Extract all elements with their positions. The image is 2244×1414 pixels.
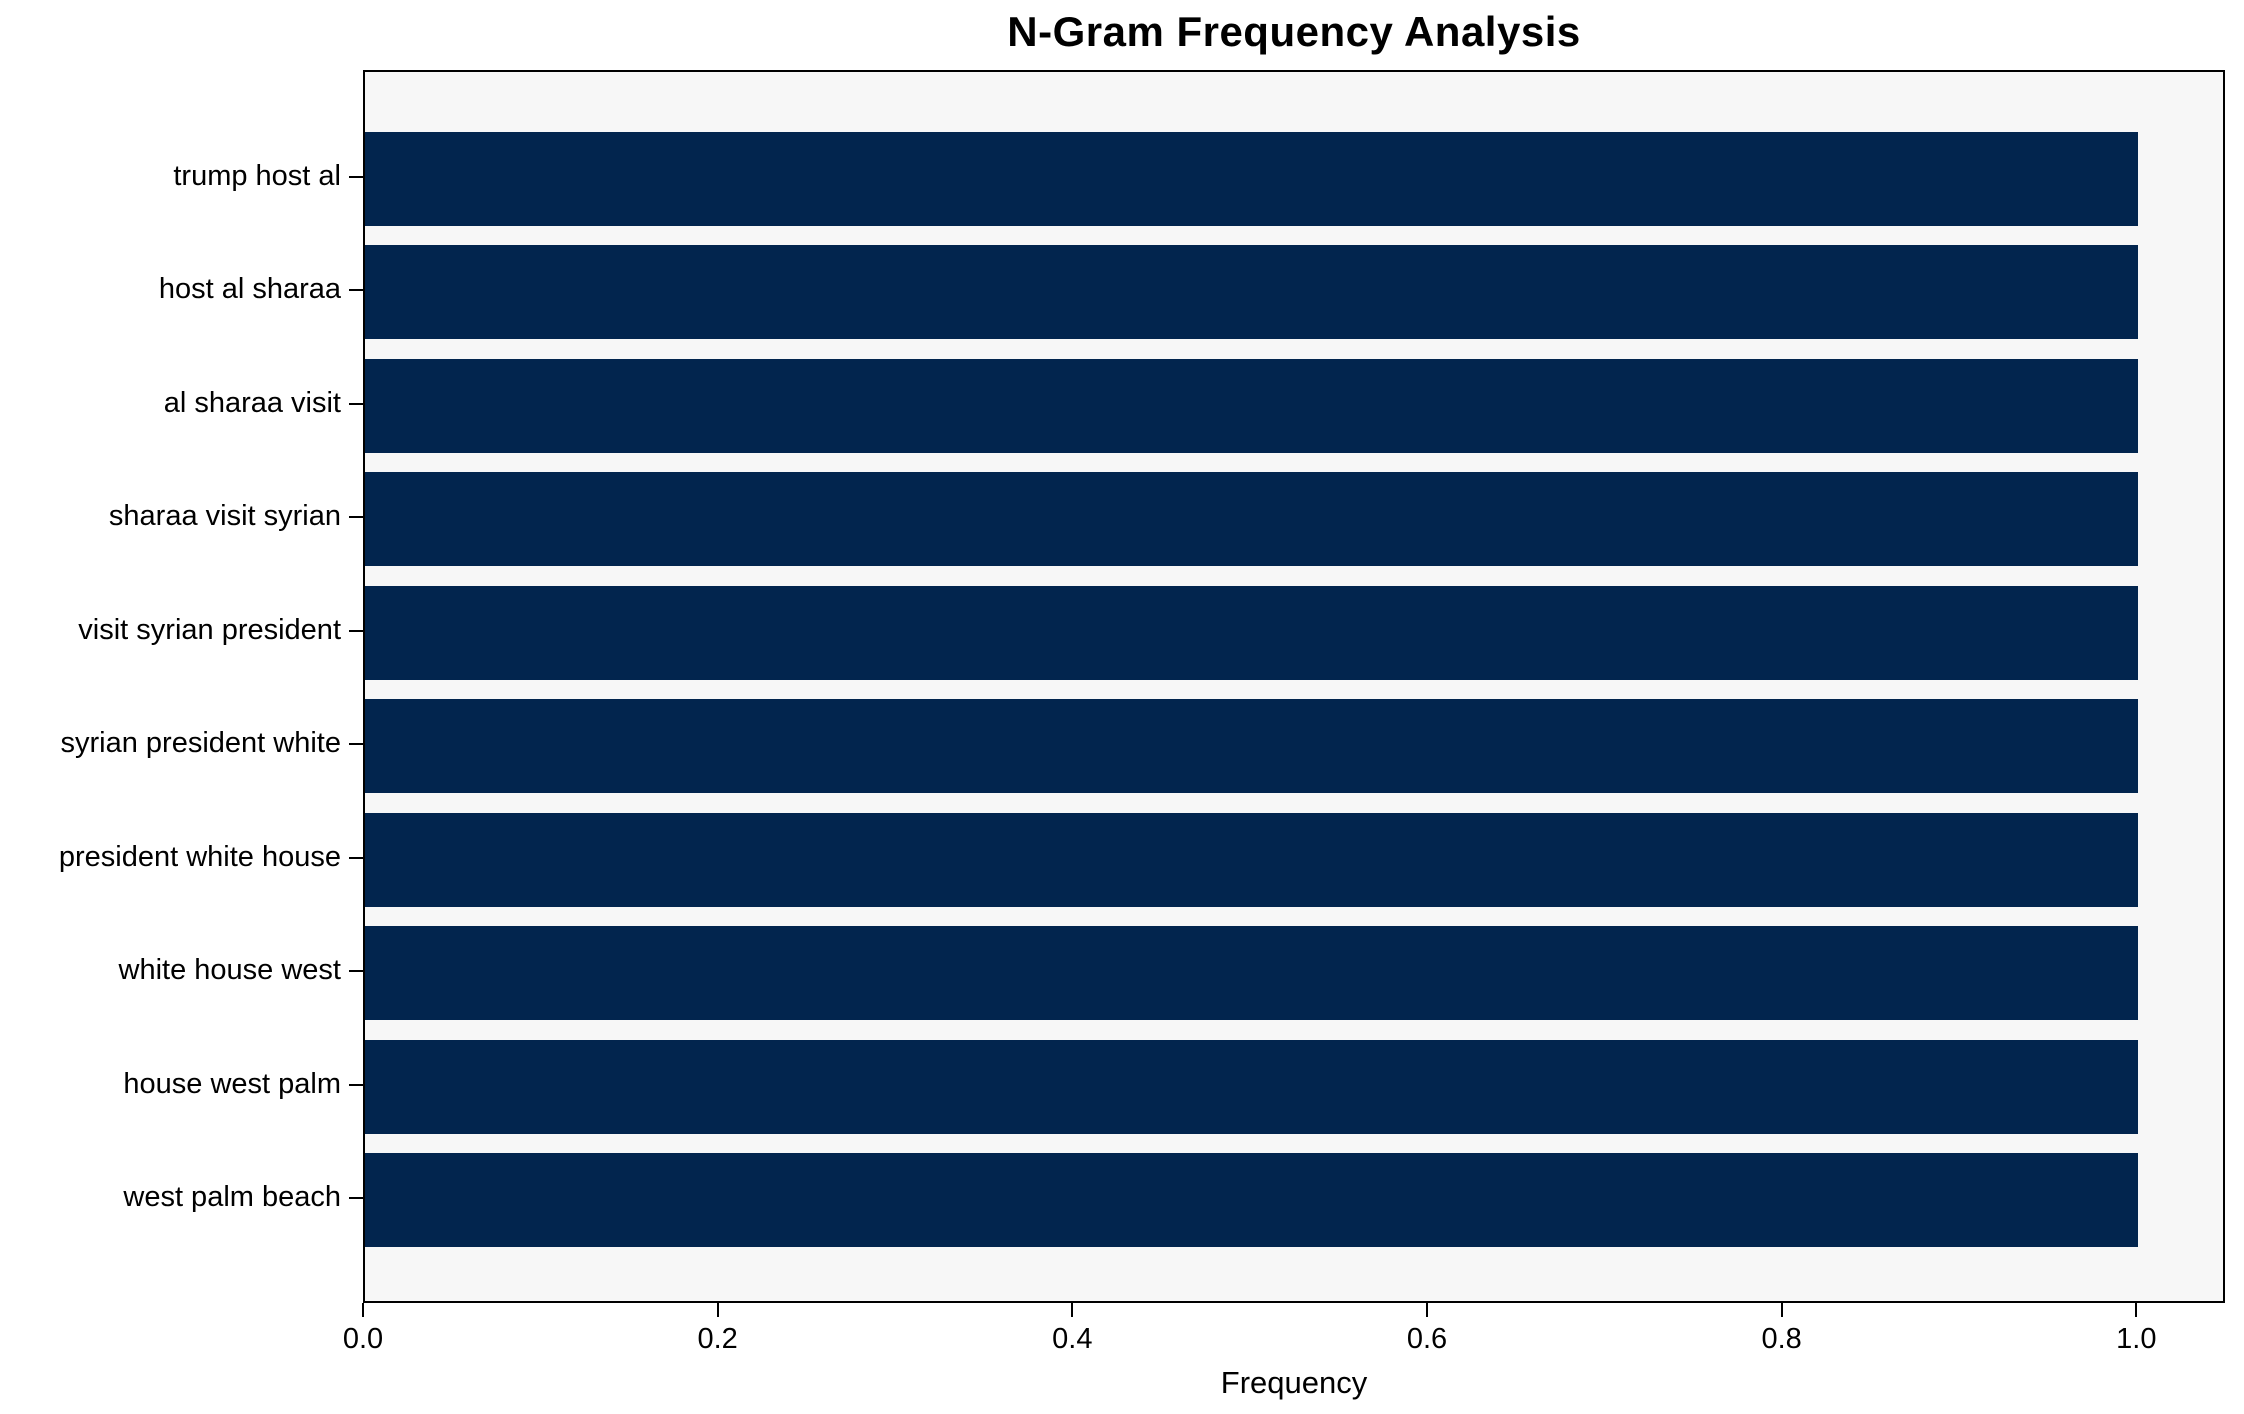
y-tick [349, 1083, 363, 1086]
x-tick [362, 1303, 364, 1317]
x-tick-label: 1.0 [2116, 1323, 2157, 1355]
x-tick [716, 1303, 719, 1317]
y-tick [349, 516, 363, 519]
y-tick-label: syrian president white [60, 727, 341, 760]
plot-area [363, 70, 2225, 1303]
y-tick-label: west palm beach [123, 1181, 341, 1213]
x-tick-label: 0.8 [1761, 1323, 1802, 1355]
x-tick [1780, 1303, 1783, 1317]
y-tick [349, 970, 363, 973]
bar-al-sharaa-visit [365, 358, 2139, 453]
x-tick-label: 0.0 [342, 1323, 384, 1355]
bar-host-al-sharaa [365, 245, 2139, 340]
x-tick [2135, 1303, 2138, 1317]
bar-president-white-house [365, 812, 2139, 907]
y-tick-label: host al sharaa [158, 273, 341, 306]
bar-syrian-president-white [365, 699, 2139, 794]
y-tick-label: white house west [118, 954, 341, 987]
x-tick [1071, 1303, 1074, 1317]
y-tick [349, 629, 363, 632]
y-tick-label: house west palm [123, 1067, 341, 1100]
y-tick [349, 402, 363, 405]
y-tick-label: sharaa visit syrian [108, 500, 341, 533]
bar-sharaa-visit-syrian [365, 472, 2139, 567]
x-axis-label: Frequency [1220, 1365, 1368, 1400]
y-tick [349, 856, 363, 859]
bar-trump-host-al [365, 132, 2139, 226]
x-tick-label: 0.2 [697, 1323, 738, 1355]
x-tick [1426, 1303, 1428, 1317]
y-tick [349, 1197, 363, 1199]
y-tick [349, 743, 363, 746]
bar-visit-syrian-president [365, 585, 2139, 680]
y-tick [349, 289, 363, 292]
bar-white-house-west [365, 926, 2139, 1021]
y-tick-label: trump host al [173, 160, 341, 192]
y-tick-label: president white house [58, 840, 341, 873]
y-tick-label: al sharaa visit [163, 386, 341, 419]
bar-house-west-palm [365, 1039, 2139, 1134]
y-tick [349, 176, 363, 178]
bar-west-palm-beach [365, 1153, 2139, 1247]
chart-title: N-Gram Frequency Analysis [1007, 8, 1581, 55]
y-tick-label: visit syrian president [78, 613, 341, 646]
x-tick-label: 0.6 [1406, 1323, 1448, 1355]
x-tick-label: 0.4 [1052, 1323, 1093, 1355]
